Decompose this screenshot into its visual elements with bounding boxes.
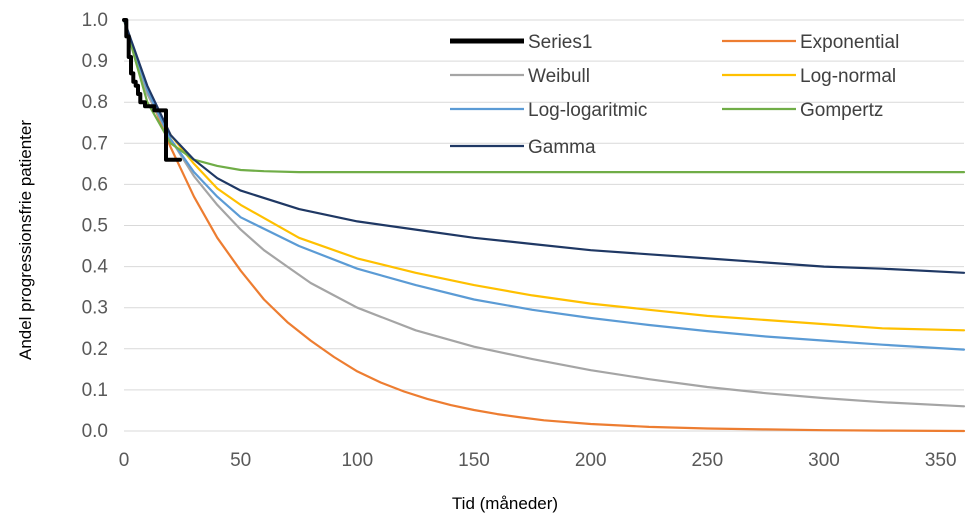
y-tick-label: 0.0 bbox=[82, 421, 108, 442]
legend-label: Exponential bbox=[800, 32, 899, 53]
legend-label: Weibull bbox=[528, 66, 590, 87]
x-tick-label: 50 bbox=[230, 450, 251, 471]
y-tick-label: 0.1 bbox=[82, 380, 108, 401]
series-line-weibull bbox=[122, 18, 966, 408]
legend-label: Series1 bbox=[528, 32, 592, 53]
series-line-gompertz bbox=[122, 18, 966, 174]
x-tick-label: 200 bbox=[575, 450, 607, 471]
y-axis-title: Andel progressionsfrie patienter bbox=[16, 120, 35, 360]
series-line-exponential bbox=[122, 18, 966, 433]
y-tick-label: 0.7 bbox=[82, 133, 108, 154]
series-line-series1 bbox=[122, 18, 182, 162]
y-tick-label: 1.0 bbox=[82, 10, 108, 31]
legend-label: Log-normal bbox=[800, 66, 896, 87]
x-tick-label: 300 bbox=[808, 450, 840, 471]
legend-label: Log-logaritmic bbox=[528, 100, 647, 121]
y-tick-label: 0.8 bbox=[82, 92, 108, 113]
series-line-log-logaritmic bbox=[122, 18, 966, 351]
legend: Series1 Exponential Weibull Log-normal Log-l… bbox=[450, 32, 899, 158]
series-line-gamma bbox=[122, 18, 966, 274]
x-tick-label: 150 bbox=[458, 450, 490, 471]
y-tick-label: 0.5 bbox=[82, 216, 108, 237]
x-axis-ticks: 0 50 100 150 200 250 300 350 bbox=[119, 450, 957, 471]
series-line-log-normal bbox=[122, 18, 966, 332]
series-lines bbox=[122, 18, 966, 433]
x-tick-label: 250 bbox=[691, 450, 723, 471]
y-tick-label: 0.2 bbox=[82, 339, 108, 360]
y-tick-label: 0.9 bbox=[82, 51, 108, 72]
x-tick-label: 350 bbox=[925, 450, 957, 471]
legend-label: Gompertz bbox=[800, 100, 883, 121]
y-axis-ticks: 0.0 0.1 0.2 0.3 0.4 0.5 0.6 0.7 0.8 0.9 1.0 bbox=[82, 10, 109, 442]
x-axis-title: Tid (måneder) bbox=[452, 494, 558, 513]
y-tick-label: 0.6 bbox=[82, 174, 108, 195]
y-tick-label: 0.4 bbox=[82, 257, 109, 278]
x-tick-label: 100 bbox=[341, 450, 373, 471]
gridlines bbox=[124, 19, 964, 432]
legend-label: Gamma bbox=[528, 137, 596, 158]
y-tick-label: 0.3 bbox=[82, 298, 108, 319]
x-tick-label: 0 bbox=[119, 450, 130, 471]
